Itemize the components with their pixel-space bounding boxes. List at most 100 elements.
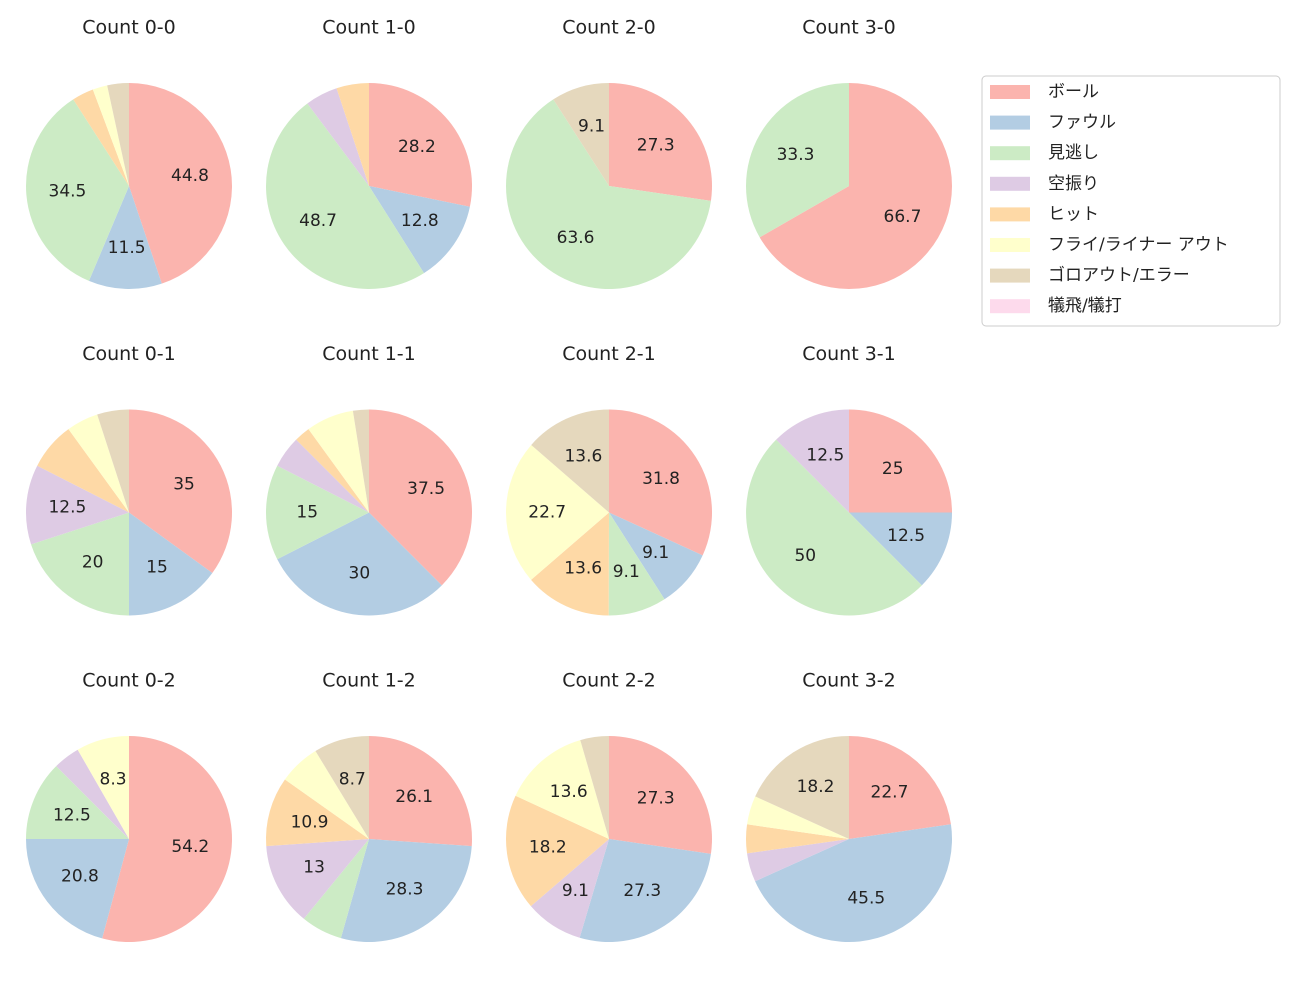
pie-title: Count 3-0: [802, 17, 896, 39]
pie-slice: [609, 736, 712, 854]
pie-slice: [369, 83, 472, 207]
legend-swatch: [990, 299, 1030, 314]
pie-slice: [277, 439, 369, 513]
slice-label: 10.9: [291, 812, 329, 832]
slice-label: 9.1: [642, 543, 669, 563]
pie-slice: [849, 512, 952, 586]
pie-slice: [515, 740, 609, 839]
pie-slice: [608, 512, 665, 616]
pie-title: Count 1-1: [322, 343, 416, 365]
slice-label: 22.7: [871, 782, 909, 802]
slice-label: 54.2: [171, 837, 209, 857]
slice-label: 34.5: [49, 181, 87, 201]
legend-swatch: [990, 238, 1030, 252]
pie-title: Count 0-2: [82, 670, 176, 692]
pie-slice: [531, 409, 609, 513]
slice-label: 28.3: [386, 880, 424, 900]
pie-slice: [340, 839, 472, 942]
legend-label: ヒット: [1048, 204, 1099, 224]
slice-label: 13.6: [564, 446, 602, 466]
slice-label: 33.3: [777, 145, 815, 165]
slice-label: 28.2: [398, 137, 436, 157]
pie-slice: [746, 824, 849, 854]
pie-slice: [849, 409, 952, 513]
pie-slice: [25, 839, 129, 939]
slice-label: 20: [82, 552, 104, 572]
legend-label: 空振り: [1048, 174, 1099, 194]
slice-label: 37.5: [407, 479, 445, 499]
slice-label: 12.5: [887, 526, 925, 546]
pie-slice: [609, 83, 712, 201]
legend-swatch: [990, 85, 1030, 99]
legend-swatch: [990, 176, 1030, 191]
slice-label: 12.5: [53, 805, 91, 825]
pie-slice: [77, 736, 129, 839]
pie-slice: [745, 83, 849, 238]
pie-slice: [266, 839, 369, 919]
pie-slice: [25, 99, 129, 281]
slice-label: 25: [882, 459, 904, 479]
slice-label: 11.5: [108, 238, 146, 258]
slice-label: 48.7: [299, 211, 337, 231]
pie-title: Count 3-2: [802, 670, 896, 692]
pie-slice: [92, 85, 129, 186]
slice-label: 35: [173, 474, 195, 494]
legend-label: 見逃し: [1048, 143, 1099, 163]
slice-label: 26.1: [395, 787, 433, 807]
slice-label: 9.1: [613, 562, 640, 582]
pie-slice: [277, 512, 442, 616]
pie-slice: [580, 736, 609, 839]
pie-slice: [68, 414, 129, 513]
pie-slice: [307, 88, 369, 186]
legend-swatch: [990, 115, 1030, 130]
slice-label: 8.7: [339, 769, 366, 789]
legend-swatch: [990, 146, 1030, 161]
legend-box: [981, 75, 1281, 327]
pie-slice: [73, 89, 129, 186]
slice-label: 12.5: [806, 445, 844, 465]
pie-slice: [56, 749, 130, 839]
slice-label: 18.2: [529, 838, 567, 858]
pie-slice: [553, 83, 609, 186]
pie-slice: [31, 512, 129, 616]
pie-slice: [88, 186, 162, 290]
slice-label: 18.2: [797, 777, 835, 797]
pie-slice: [849, 736, 951, 839]
pie-title: Count 2-0: [562, 17, 656, 39]
slice-label: 66.7: [884, 207, 922, 227]
pie-slice: [609, 512, 703, 600]
slice-label: 12.5: [48, 498, 86, 518]
slice-label: 20.8: [61, 867, 99, 887]
pie-title: Count 3-1: [802, 343, 896, 365]
pie-slice: [265, 465, 369, 560]
pie-slice: [25, 465, 129, 545]
slice-label: 63.6: [557, 228, 595, 248]
pie-slice: [265, 103, 424, 290]
pie-slice: [747, 796, 849, 839]
pie-slice: [505, 99, 711, 290]
slice-label: 31.8: [642, 469, 680, 489]
pie-slice: [102, 736, 232, 942]
slice-label: 27.3: [637, 789, 675, 809]
slice-label: 15: [296, 503, 318, 523]
pie-slice: [531, 512, 609, 616]
legend-swatch: [990, 268, 1030, 283]
slice-label: 44.8: [171, 166, 209, 186]
slice-label: 9.1: [562, 881, 589, 901]
pie-slice: [776, 409, 849, 513]
legend-label: 犠飛/犠打: [1048, 296, 1122, 316]
pie-slice: [747, 839, 849, 882]
pie-slice: [308, 410, 369, 513]
pie-slice: [129, 512, 213, 616]
legend-swatch: [990, 207, 1030, 222]
pie-slice: [530, 839, 609, 938]
pie-slice: [369, 409, 472, 586]
pie-title: Count 2-2: [562, 670, 656, 692]
pie-slice: [759, 83, 952, 289]
legend-label: ボール: [1048, 82, 1099, 102]
pie-slice: [315, 736, 369, 839]
pie-slice: [352, 409, 369, 513]
slice-label: 15: [146, 558, 168, 578]
